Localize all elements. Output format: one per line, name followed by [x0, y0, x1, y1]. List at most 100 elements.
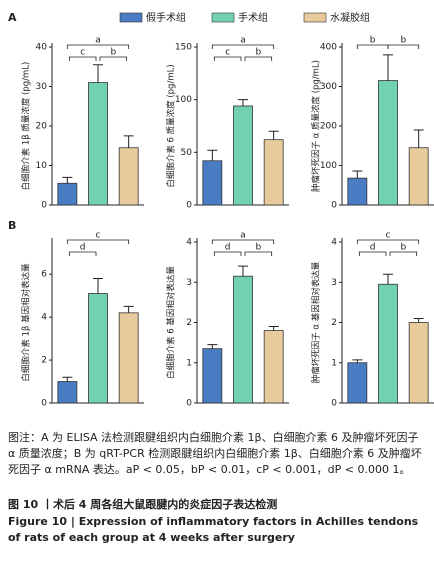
- significance-label: d: [370, 243, 376, 253]
- y-tick-label: 100: [175, 95, 192, 105]
- y-tick-label: 30: [36, 82, 48, 92]
- error-bar: [62, 376, 73, 382]
- significance-bracket: [356, 239, 420, 244]
- error-bar: [207, 344, 218, 349]
- bar: [378, 283, 398, 404]
- error-bar: [352, 170, 363, 179]
- y-tick-label: 300: [320, 82, 337, 92]
- significance-label: b: [400, 243, 406, 253]
- bar: [202, 160, 223, 206]
- y-axis-label: 白细胞介素 1β 基因相对表达量: [21, 263, 32, 382]
- y-tick-label: 4: [331, 238, 337, 248]
- error-bar: [93, 277, 103, 294]
- error-bar: [268, 326, 279, 331]
- significance-bracket: [358, 251, 387, 256]
- error-bar: [238, 99, 248, 106]
- significance-bracket: [244, 56, 273, 61]
- error-bar: [413, 129, 424, 148]
- y-axis-label: 肿瘤坏死因子 α 质量浓度 (pg/mL): [311, 60, 322, 192]
- y-tick-label: 150: [175, 43, 192, 53]
- bar: [263, 139, 284, 206]
- legend-swatch: [119, 12, 143, 23]
- bar: [57, 381, 78, 404]
- error-bar: [93, 64, 103, 83]
- error-bar: [352, 359, 363, 363]
- significance-bracket: [68, 56, 97, 61]
- significance-label: b: [110, 48, 116, 58]
- error-bar: [413, 317, 424, 323]
- y-tick-label: 0: [331, 399, 337, 409]
- bar: [57, 182, 78, 206]
- y-tick-label: 4: [186, 238, 192, 248]
- significance-bracket: [211, 239, 275, 244]
- bar: [233, 105, 253, 206]
- significance-bracket: [244, 251, 273, 256]
- bar: [347, 177, 368, 206]
- panel-label: A: [8, 11, 17, 24]
- y-tick-label: 2: [186, 318, 192, 328]
- significance-bracket: [211, 44, 275, 49]
- y-axis-label: 白细胞介素 1β 质量浓度 (pg/mL): [21, 62, 32, 191]
- bar: [408, 147, 429, 206]
- significance-bracket: [99, 56, 128, 61]
- bar: [233, 275, 253, 404]
- y-tick-label: 20: [36, 122, 48, 132]
- y-tick-label: 2: [41, 356, 47, 366]
- caption-title-cn: 图 10 丨术后 4 周各组大鼠跟腱内的炎症因子表达检测: [8, 498, 278, 511]
- y-tick-label: 40: [36, 43, 48, 53]
- significance-label: b: [255, 48, 261, 58]
- y-tick-label: 3: [186, 278, 192, 288]
- significance-label: b: [400, 36, 406, 46]
- significance-bracket: [389, 251, 418, 256]
- significance-bracket: [356, 44, 389, 49]
- y-tick-label: 0: [331, 201, 337, 211]
- y-tick-label: 200: [320, 122, 337, 132]
- bar: [118, 147, 139, 206]
- error-bar: [238, 265, 248, 277]
- bar: [88, 293, 108, 404]
- significance-label: d: [80, 243, 86, 253]
- significance-label: a: [240, 231, 246, 241]
- significance-bracket: [68, 251, 97, 256]
- error-bar: [268, 130, 279, 140]
- error-bar: [62, 176, 73, 184]
- significance-bracket: [387, 44, 420, 49]
- y-tick-label: 10: [36, 161, 48, 171]
- y-tick-label: 100: [320, 161, 337, 171]
- error-bar: [123, 135, 134, 148]
- panel-label: B: [8, 219, 16, 232]
- legend-label: 手术组: [238, 11, 268, 24]
- y-tick-label: 0: [186, 399, 192, 409]
- bar: [202, 348, 223, 404]
- significance-label: b: [370, 36, 376, 46]
- error-bar: [383, 273, 393, 285]
- caption-title-en: Figure 10 | Expression of inflammatory f…: [8, 515, 419, 544]
- y-tick-label: 400: [320, 43, 337, 53]
- y-axis-label: 肿瘤坏死因子 α 基因相对表达量: [311, 261, 322, 383]
- y-tick-label: 0: [41, 201, 47, 211]
- y-tick-label: 1: [331, 358, 337, 368]
- y-tick-label: 3: [331, 278, 337, 288]
- legend-label: 水凝胶组: [330, 11, 370, 24]
- significance-bracket: [213, 251, 242, 256]
- significance-bracket: [213, 56, 242, 61]
- y-tick-label: 4: [41, 313, 47, 323]
- legend-swatch: [303, 12, 327, 23]
- significance-label: b: [255, 243, 261, 253]
- bar: [263, 330, 284, 404]
- y-tick-label: 6: [41, 270, 47, 280]
- bar: [378, 80, 398, 206]
- significance-label: c: [386, 231, 391, 241]
- error-bar: [383, 54, 393, 81]
- caption-note: 图注：A 为 ELISA 法检测跟腱组织内白细胞介素 1β、白细胞介素 6 及肿…: [8, 431, 422, 476]
- error-bar: [123, 305, 134, 313]
- bar: [408, 322, 429, 404]
- y-axis-label: 白细胞介素 6 基因相对表达量: [166, 266, 177, 379]
- y-tick-label: 50: [181, 148, 193, 158]
- significance-label: c: [225, 48, 230, 58]
- error-bar: [207, 149, 218, 161]
- y-axis-label: 白细胞介素 6 质量浓度 (pg/mL): [166, 64, 177, 187]
- y-tick-label: 1: [186, 358, 192, 368]
